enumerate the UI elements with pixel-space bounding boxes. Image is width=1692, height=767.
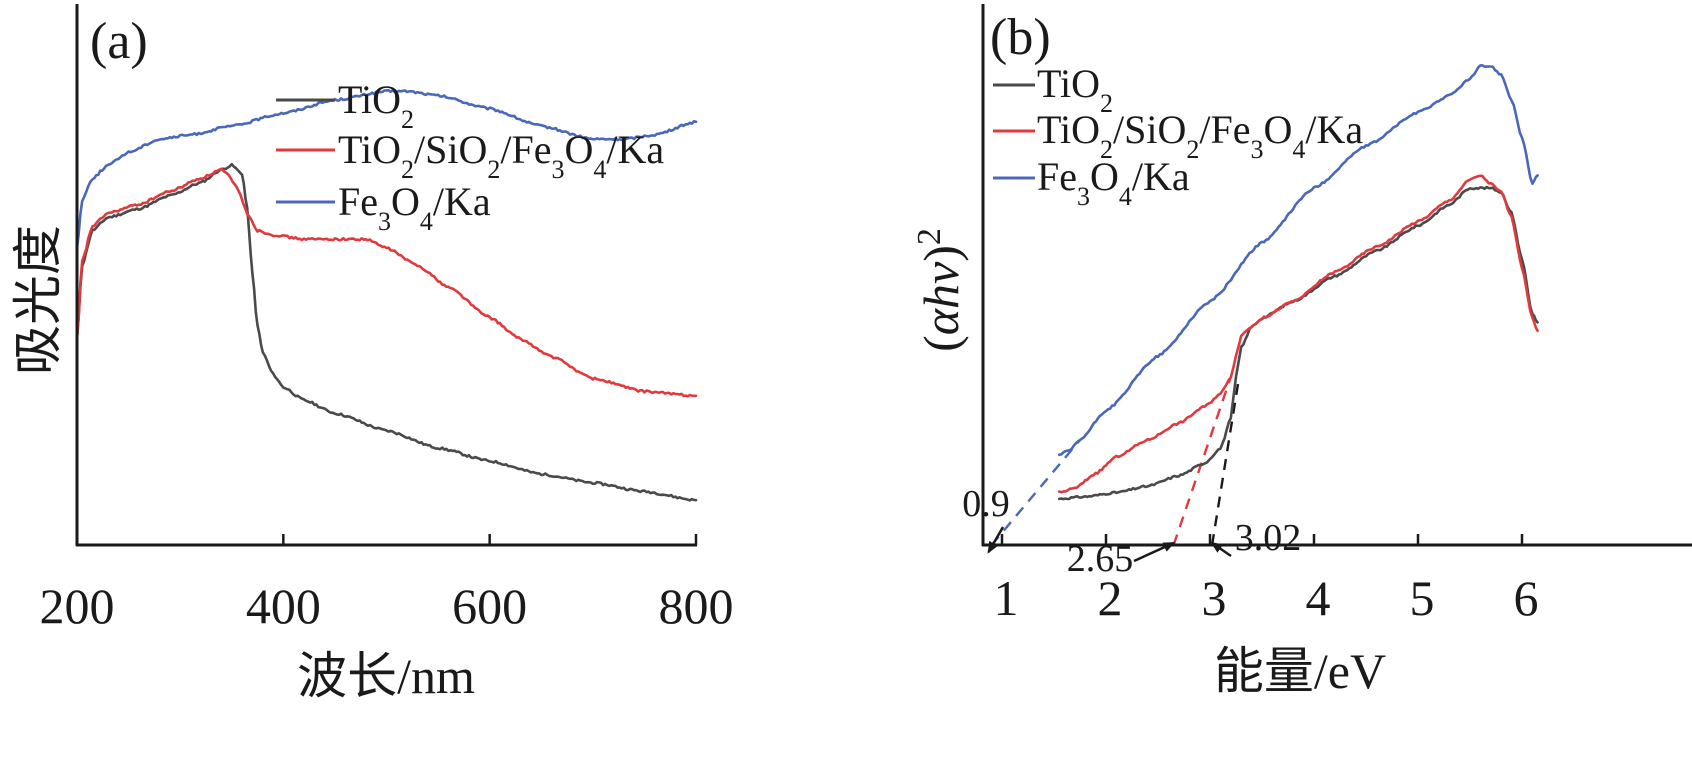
panel-b-annotations: 0.9 2.65 3.02 xyxy=(962,483,1301,580)
tangent-line-tio2 xyxy=(1210,376,1241,546)
panel-b-x-ticks: 1 2 3 4 5 6 xyxy=(994,534,1539,626)
x-tick-label: 6 xyxy=(1514,570,1539,626)
series-line-tio2 xyxy=(1057,185,1539,501)
annotation-3-02: 3.02 xyxy=(1210,517,1302,559)
panel-b-series xyxy=(1057,64,1539,501)
series-line-tio2-sio2-fe3o4-ka xyxy=(75,167,698,398)
panel-a-y-label: 吸光度 xyxy=(10,225,66,375)
y-label-open-paren: ( xyxy=(913,335,969,352)
legend-label: Fe3O4/Ka xyxy=(338,179,491,236)
legend-item-fe3o4-ka: Fe3O4/Ka xyxy=(276,179,491,236)
panel-a-label: (a) xyxy=(90,13,148,70)
legend-label: TiO2 xyxy=(338,77,414,134)
series-line-fe3o4-ka xyxy=(75,89,698,250)
annotation-arrow xyxy=(987,526,1005,554)
panel-b-tangent-lines xyxy=(990,376,1241,546)
annotation-arrow xyxy=(1133,541,1176,563)
x-tick-label: 4 xyxy=(1306,570,1331,626)
y-label-greek: αhν xyxy=(913,261,969,335)
legend-item-tio2-sio2-fe3o4-ka: TiO2/SiO2/Fe3O4/Ka xyxy=(993,107,1363,164)
annotation-arrow xyxy=(1210,541,1232,558)
legend-item-fe3o4-ka: Fe3O4/Ka xyxy=(993,154,1190,211)
panel-a-x-ticks: 200 400 600 800 xyxy=(40,534,734,634)
legend-item-tio2: TiO2 xyxy=(276,77,414,134)
x-tick-label: 200 xyxy=(40,578,115,634)
y-label-close-paren: ) xyxy=(913,245,969,262)
x-tick-label: 3 xyxy=(1202,570,1227,626)
x-tick-label: 5 xyxy=(1410,570,1435,626)
x-tick-label: 1 xyxy=(994,570,1019,626)
legend-label: TiO2 xyxy=(1037,61,1113,118)
annotation-label: 3.02 xyxy=(1235,517,1302,559)
legend-label: TiO2/SiO2/Fe3O4/Ka xyxy=(1037,107,1363,164)
series-line-fe3o4-ka xyxy=(1057,64,1539,456)
x-tick-label: 2 xyxy=(1098,570,1123,626)
legend-item-tio2: TiO2 xyxy=(993,61,1113,118)
panel-b-label: (b) xyxy=(990,9,1051,66)
x-tick-label: 400 xyxy=(246,578,321,634)
series-line-tio2-sio2-fe3o4-ka xyxy=(1057,174,1539,494)
annotation-label: 0.9 xyxy=(962,483,1010,525)
panel-b-x-label: 能量/eV xyxy=(1214,643,1386,699)
annotation-0-9: 0.9 xyxy=(962,483,1010,554)
x-tick-label: 600 xyxy=(452,578,527,634)
x-tick-label: 800 xyxy=(659,578,734,634)
panel-a-x-label: 波长/nm xyxy=(297,648,475,704)
tangent-line-tio2-sio2-fe3o4-ka xyxy=(1172,376,1232,546)
annotation-2-65: 2.65 xyxy=(1067,538,1176,580)
legend-label: TiO2/SiO2/Fe3O4/Ka xyxy=(338,127,664,184)
legend-label: Fe3O4/Ka xyxy=(1037,154,1190,211)
tangent-line-fe3o4-ka xyxy=(990,439,1081,546)
panel-a-series xyxy=(75,89,698,502)
y-label-superscript: 2 xyxy=(911,228,948,245)
panel-b-y-label: (αhν)2 xyxy=(911,228,970,352)
panel-a: (a) 200 400 600 800 波长/nm 吸光度 TiO2TiO2/SiO2… xyxy=(10,4,734,704)
series-line-tio2 xyxy=(75,162,698,502)
legend-item-tio2-sio2-fe3o4-ka: TiO2/SiO2/Fe3O4/Ka xyxy=(276,127,664,184)
annotation-label: 2.65 xyxy=(1067,538,1134,580)
